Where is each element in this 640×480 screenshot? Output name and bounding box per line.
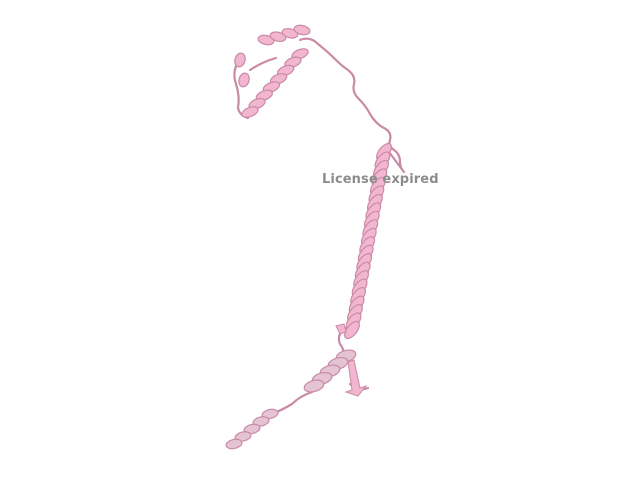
helix-terminal-turn	[261, 408, 279, 420]
coil-loop-upper	[248, 56, 278, 72]
helix-top-short-turn	[281, 27, 299, 39]
helix-terminal-turn	[252, 416, 270, 427]
coil-linker-low	[270, 390, 314, 416]
helix-segments	[225, 24, 392, 450]
helix-lower-turn	[303, 379, 325, 393]
helix-top-long	[241, 48, 309, 118]
coil-linker-top	[298, 37, 406, 174]
helix-top-short-turn	[257, 34, 275, 46]
strand-segments	[335, 323, 368, 397]
helix-terminal-turn	[243, 423, 261, 435]
helix-terminal-turn	[225, 438, 243, 450]
helix-top-small-turn	[238, 72, 250, 88]
helix-top-short	[257, 24, 311, 46]
helix-top-short-turn	[269, 31, 287, 43]
helix-top-small	[234, 52, 250, 88]
strand-hairpin-a	[344, 359, 368, 397]
strand-small-b	[335, 323, 347, 335]
helix-main-long-turn	[344, 320, 360, 340]
helix-top-short-turn	[293, 24, 311, 36]
helix-terminal	[225, 408, 279, 450]
license-watermark: License expired	[322, 172, 439, 187]
helix-main-long	[344, 142, 392, 340]
helix-terminal-turn	[234, 431, 252, 442]
helix-top-long-turn	[241, 106, 259, 118]
helix-top-small-turn	[234, 52, 246, 68]
helix-lower	[303, 349, 357, 393]
